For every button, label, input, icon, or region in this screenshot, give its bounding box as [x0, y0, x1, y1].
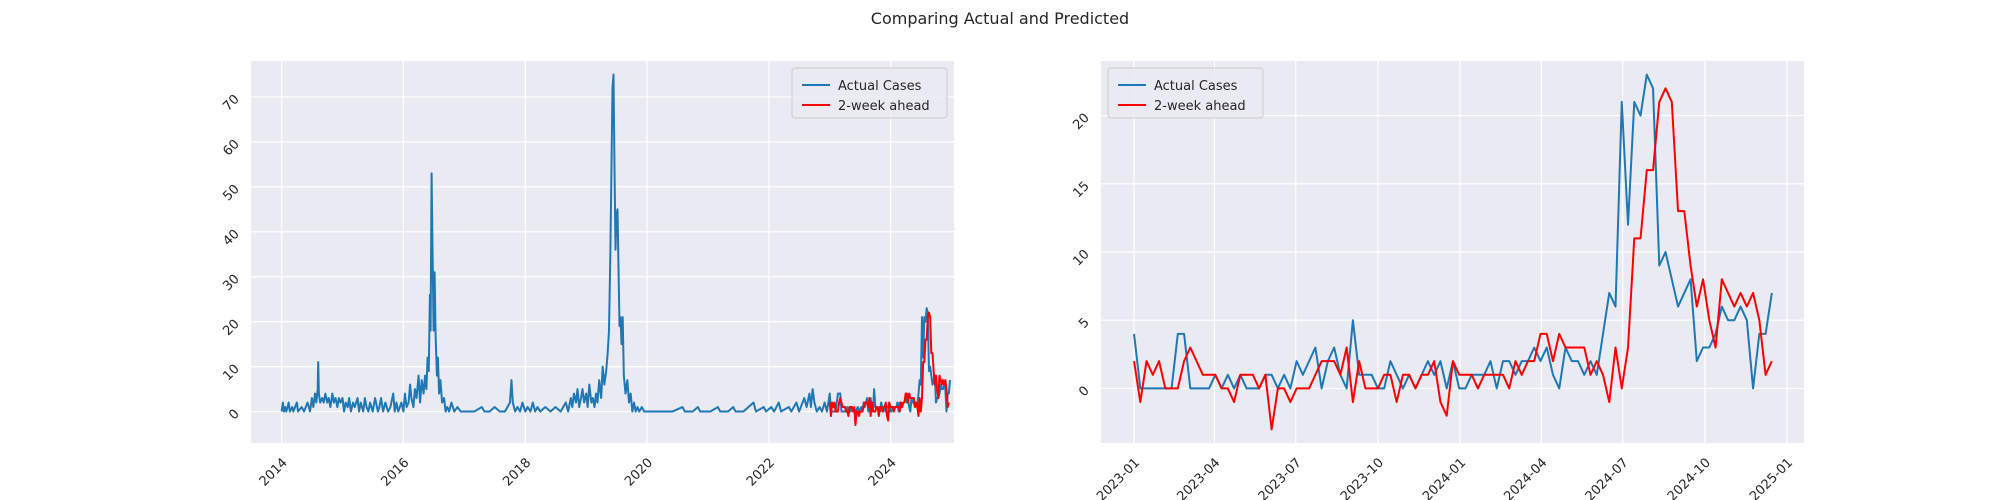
- legend-label: Actual Cases: [838, 79, 922, 94]
- legend-box: [1107, 67, 1264, 119]
- series-line-two-week-ahead: [828, 311, 950, 427]
- series-group: [280, 73, 951, 427]
- legend: Actual Cases 2-week ahead: [1107, 67, 1264, 119]
- series-group: [1133, 73, 1773, 431]
- legend-label: Actual Cases: [1154, 79, 1238, 94]
- legend: Actual Cases 2-week ahead: [791, 67, 948, 119]
- figure-title: Comparing Actual and Predicted: [871, 9, 1129, 28]
- series-line-two-week-ahead: [1133, 87, 1773, 431]
- legend-label: 2-week ahead: [838, 99, 930, 114]
- chart-left: 2014 2016 2018 2020 2022 2024010203040506070A…: [220, 61, 954, 489]
- chart-right: 2023-01 2023-04 2023-07 2023-10 2024-01 2024-…: [1070, 61, 1804, 500]
- legend-label: 2-week ahead: [1154, 99, 1246, 114]
- legend-box: [791, 67, 948, 119]
